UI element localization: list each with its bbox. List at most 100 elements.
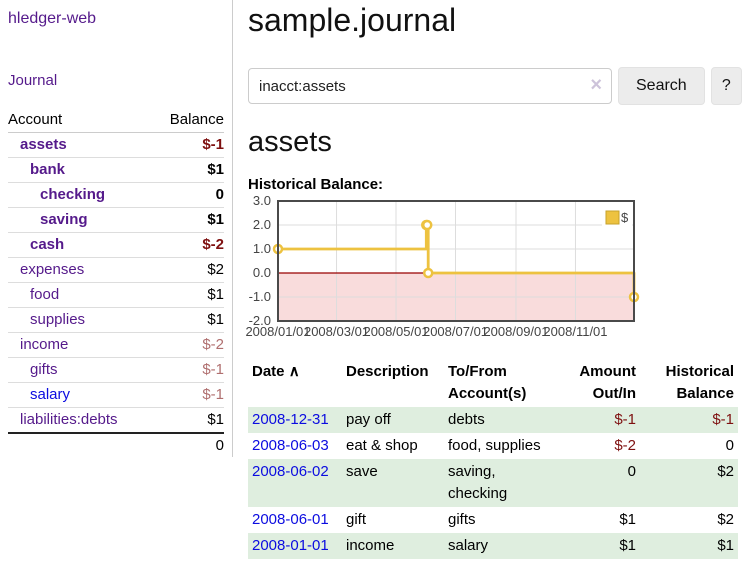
account-row: expenses $2 [8, 257, 224, 283]
account-name-cell: cash [8, 232, 153, 258]
register-date-link[interactable]: 2008-06-02 [252, 463, 329, 480]
register-balance: $1 [717, 537, 734, 554]
help-button[interactable]: ? [710, 67, 742, 105]
account-link[interactable]: checking [40, 186, 106, 203]
register-accounts: saving, checking [448, 463, 508, 502]
search-box: × [248, 68, 612, 104]
svg-text:$: $ [621, 210, 629, 225]
chart-heading: Historical Balance: [248, 176, 384, 193]
sort-asc-icon: ∧ [288, 363, 300, 380]
register-balance: 0 [725, 437, 734, 454]
register-table-body: 2008-12-31 pay off debts $-1 $-1 2008-06… [248, 407, 738, 559]
register-balance: $2 [717, 463, 734, 480]
register-amount: $-1 [614, 411, 636, 428]
register-amount: $1 [619, 537, 636, 554]
register-row: 2008-01-01 income salary $1 $1 [248, 533, 738, 559]
register-date-link[interactable]: 2008-12-31 [252, 411, 329, 428]
accounts-header-row: Account Balance [8, 109, 224, 133]
account-row: bank $1 [8, 157, 224, 183]
accounts-table: Account Balance assets $-1 bank $1 check… [8, 109, 224, 457]
account-link[interactable]: gifts [30, 361, 58, 378]
app-title-link[interactable]: hledger-web [8, 10, 97, 27]
register-table: Date ∧ Description To/From Account(s) Am… [248, 359, 738, 559]
sidebar-item-journal[interactable]: Journal [8, 72, 58, 89]
account-link[interactable]: assets [20, 136, 67, 153]
account-link[interactable]: supplies [30, 311, 86, 328]
register-amount: 0 [627, 463, 636, 480]
register-row: 2008-06-03 eat & shop food, supplies $-2… [248, 433, 738, 459]
register-header-description: Description [346, 363, 429, 380]
account-link[interactable]: salary [30, 386, 71, 403]
search-form: × Search ? [248, 67, 742, 105]
account-balance: 0 [152, 182, 224, 208]
svg-text:-2.0: -2.0 [249, 313, 271, 328]
account-row: saving $1 [8, 207, 224, 233]
account-balance: $-1 [202, 136, 224, 153]
main-content: sample.journal × Search ? assets Histori… [245, 0, 742, 559]
svg-text:-1.0: -1.0 [249, 289, 271, 304]
account-link[interactable]: cash [30, 236, 65, 253]
account-link[interactable]: saving [40, 211, 88, 228]
register-header-row: Date ∧ Description To/From Account(s) Am… [248, 359, 738, 407]
account-link[interactable]: expenses [20, 261, 85, 278]
register-accounts: salary [448, 537, 489, 554]
register-date-cell: 2008-06-01 [248, 507, 342, 533]
historical-balance-chart: 3.0 2.0 1.0 0.0 -1.0 -2.02008/01/012008/03/01… [245, 193, 640, 339]
account-name-cell: saving [8, 207, 153, 233]
account-balance: $1 [152, 207, 224, 233]
account-balance: $-2 [152, 232, 224, 258]
search-button[interactable]: Search [618, 67, 705, 105]
register-description: save [346, 463, 378, 480]
account-row: income $-2 [8, 332, 224, 358]
account-name-cell: salary [8, 382, 153, 408]
register-row: 2008-06-01 gift gifts $1 $2 [248, 507, 738, 533]
accounts-table-body: assets $-1 bank $1 checking 0 saving $1 … [8, 133, 224, 433]
legend-swatch [605, 210, 620, 225]
date-header-label: Date [252, 363, 285, 380]
clear-search-icon[interactable]: × [590, 74, 602, 96]
account-heading: assets [248, 126, 332, 158]
account-link[interactable]: bank [30, 161, 66, 178]
svg-text:2.0: 2.0 [253, 217, 271, 232]
register-amount: $-2 [614, 437, 636, 454]
register-accounts: food, supplies [448, 437, 541, 454]
register-date-link[interactable]: 2008-01-01 [252, 537, 329, 554]
account-row: liabilities:debts $1 [8, 407, 224, 433]
register-row: 2008-06-02 save saving, checking 0 $2 [248, 459, 738, 507]
register-date-cell: 2008-06-02 [248, 459, 342, 507]
register-date-link[interactable]: 2008-06-03 [252, 437, 329, 454]
account-link[interactable]: liabilities:debts [20, 411, 118, 428]
register-date-cell: 2008-12-31 [248, 407, 342, 433]
account-link[interactable]: income [20, 336, 69, 353]
register-date-link[interactable]: 2008-06-01 [252, 511, 329, 528]
register-balance: $2 [717, 511, 734, 528]
svg-text:2008/07/01: 2008/07/01 [423, 324, 488, 339]
account-row: food $1 [8, 282, 224, 308]
account-link[interactable]: food [30, 286, 60, 303]
account-name-cell: liabilities:debts [8, 407, 153, 433]
svg-text:1.0: 1.0 [253, 241, 271, 256]
register-row: 2008-12-31 pay off debts $-1 $-1 [248, 407, 738, 433]
register-description: eat & shop [346, 437, 418, 454]
account-name-cell: expenses [8, 257, 153, 283]
search-input[interactable] [248, 68, 612, 104]
account-balance: $1 [152, 307, 224, 333]
account-name-cell: income [8, 332, 153, 358]
svg-text:2008/01/01: 2008/01/01 [245, 324, 310, 339]
accounts-header-balance: Balance [152, 109, 224, 133]
accounts-header-account: Account [8, 109, 153, 133]
register-header-date[interactable]: Date ∧ [248, 359, 342, 407]
account-name-cell: checking [8, 182, 153, 208]
register-description: pay off [346, 411, 391, 428]
svg-text:2008/03/01: 2008/03/01 [304, 324, 369, 339]
register-date-cell: 2008-01-01 [248, 533, 342, 559]
account-row: supplies $1 [8, 307, 224, 333]
accounts-total-value: 0 [152, 432, 224, 457]
account-row: assets $-1 [8, 133, 224, 158]
account-name-cell: food [8, 282, 153, 308]
accounts-total-row: 0 [8, 432, 224, 457]
app-layout: hledger-web Journal Account Balance asse… [8, 0, 742, 559]
account-balance: $-1 [152, 382, 224, 408]
account-balance: $1 [152, 282, 224, 308]
account-balance: $1 [152, 157, 224, 183]
